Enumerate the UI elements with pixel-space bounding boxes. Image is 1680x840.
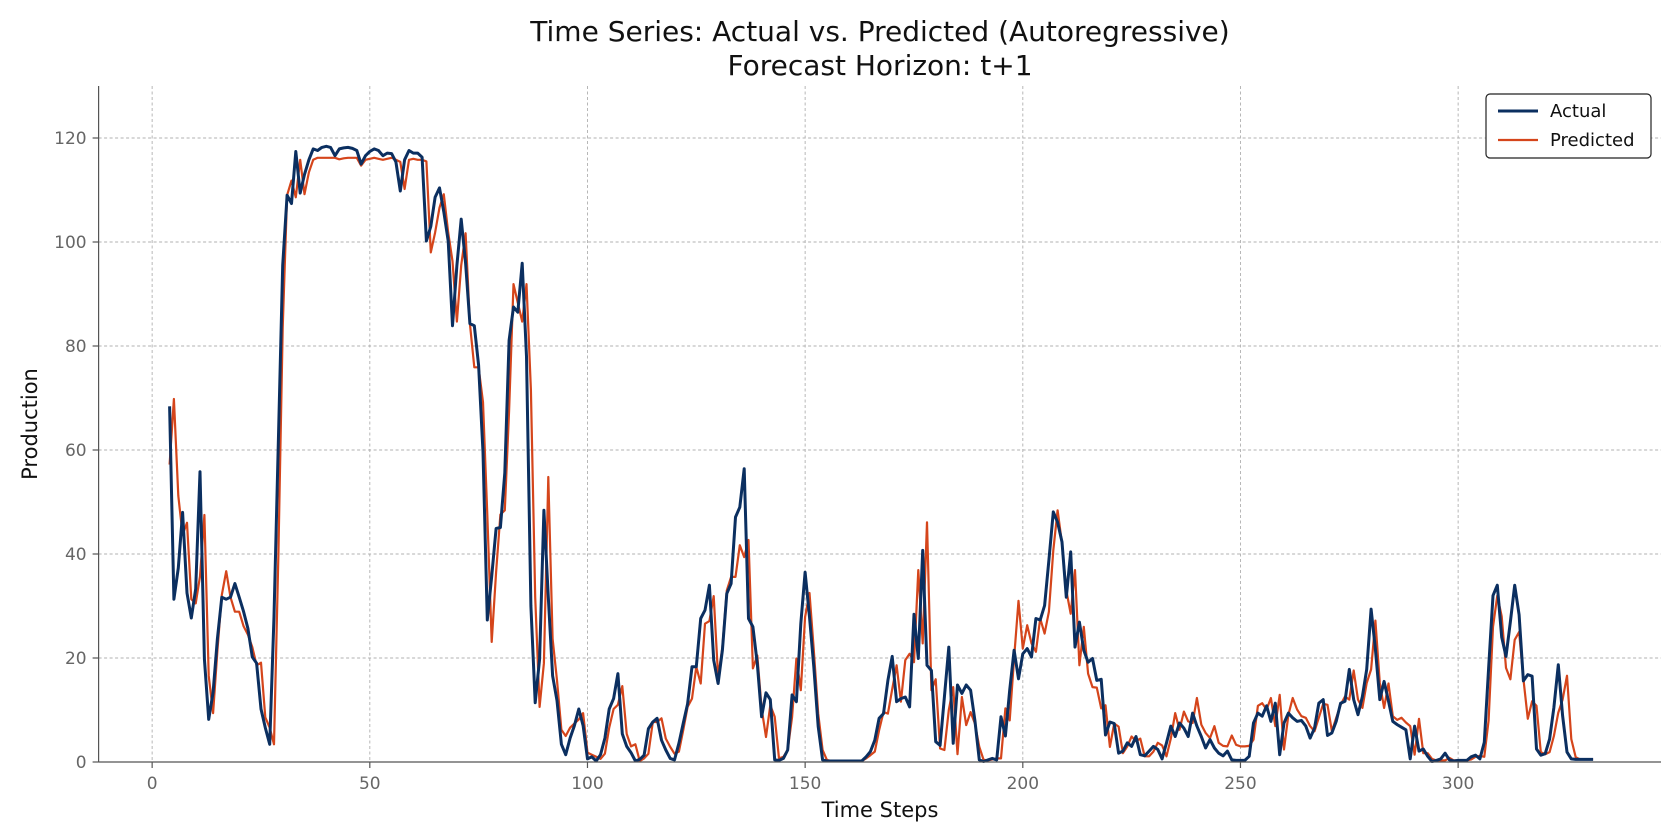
y-axis-label: Production bbox=[18, 368, 42, 480]
x-tick-label: 200 bbox=[1007, 774, 1039, 794]
x-tick-label: 0 bbox=[147, 774, 158, 794]
x-tick-label: 100 bbox=[571, 774, 603, 794]
x-tick-label: 50 bbox=[359, 774, 381, 794]
legend-label-predicted: Predicted bbox=[1550, 130, 1635, 151]
y-tick-label: 120 bbox=[54, 129, 86, 149]
series-line-predicted bbox=[168, 156, 1594, 763]
x-tick-label: 150 bbox=[789, 774, 821, 794]
legend: Actual Predicted bbox=[1485, 93, 1652, 159]
tick-labels: 0 50 100 150 200 250 300 0 20 40 60 80 100 120 bbox=[54, 129, 1474, 794]
y-tick-label: 100 bbox=[54, 233, 86, 253]
chart-subtitle: Forecast Horizon: t+1 bbox=[727, 49, 1032, 82]
legend-label-actual: Actual bbox=[1550, 101, 1606, 122]
y-tick-label: 60 bbox=[65, 441, 87, 461]
x-axis-label: Time Steps bbox=[821, 798, 939, 822]
y-tick-label: 20 bbox=[65, 649, 87, 669]
x-tick-label: 300 bbox=[1442, 774, 1474, 794]
y-tick-label: 40 bbox=[65, 545, 87, 565]
y-tick-label: 0 bbox=[76, 753, 87, 773]
x-tick-label: 250 bbox=[1224, 774, 1256, 794]
y-tick-label: 80 bbox=[65, 337, 87, 357]
grid bbox=[98, 86, 1661, 762]
series-line-actual bbox=[168, 144, 1594, 763]
series-layer bbox=[168, 144, 1594, 763]
chart-title: Time Series: Actual vs. Predicted (Autor… bbox=[529, 15, 1229, 48]
